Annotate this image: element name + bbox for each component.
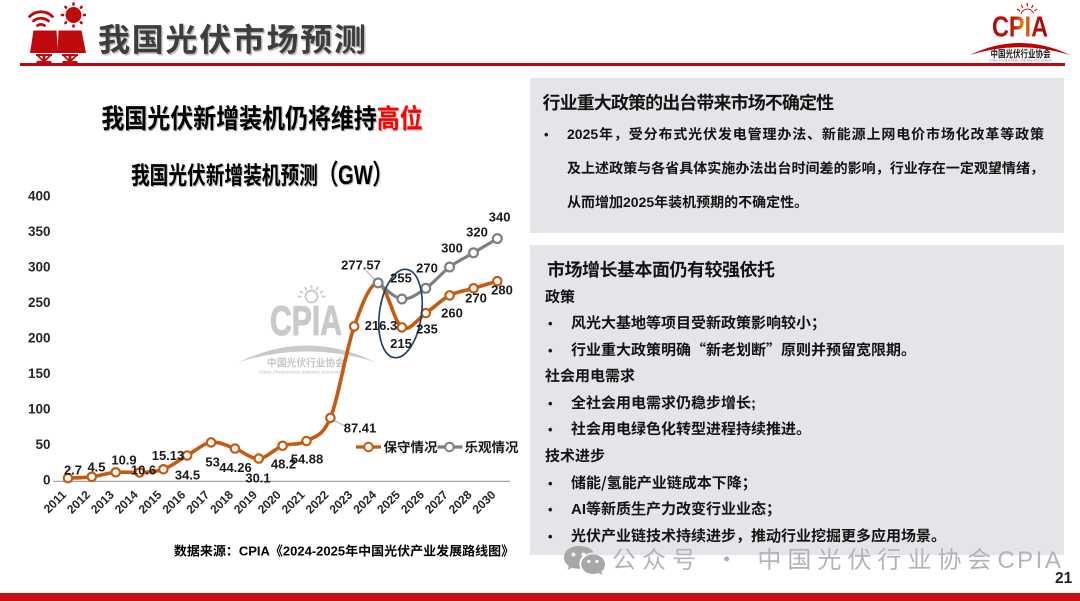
svg-text:300: 300 [28, 260, 51, 275]
svg-text:350: 350 [28, 224, 51, 239]
svg-text:150: 150 [28, 366, 51, 381]
svg-text:255: 255 [390, 271, 412, 286]
svg-text:2027: 2027 [422, 487, 451, 516]
svg-text:54.88: 54.88 [291, 452, 324, 467]
svg-text:保守情况: 保守情况 [384, 436, 438, 456]
svg-text:2024: 2024 [350, 487, 379, 516]
svg-text:215: 215 [390, 336, 412, 351]
svg-text:中国光伏行业协会: 中国光伏行业协会 [267, 355, 345, 371]
svg-text:400: 400 [28, 189, 51, 204]
svg-text:2030: 2030 [470, 487, 499, 516]
svg-text:2011: 2011 [41, 488, 70, 517]
svg-text:280: 280 [491, 283, 513, 298]
svg-text:2.7: 2.7 [64, 463, 82, 478]
svg-text:China Photovoltaic Industry As: China Photovoltaic Industry Association [989, 59, 1052, 63]
svg-text:250: 250 [28, 295, 51, 310]
svg-text:2014: 2014 [112, 487, 141, 516]
svg-text:260: 260 [441, 306, 463, 321]
svg-text:300: 300 [441, 241, 463, 256]
svg-text:270: 270 [416, 261, 438, 276]
svg-text:50: 50 [35, 437, 50, 452]
svg-text:2021: 2021 [279, 487, 308, 516]
svg-text:2026: 2026 [398, 487, 427, 516]
svg-text:44.26: 44.26 [219, 460, 252, 475]
svg-text:2017: 2017 [183, 487, 212, 516]
svg-text:我国光伏新增装机预测（GW）: 我国光伏新增装机预测（GW） [131, 157, 393, 192]
svg-text:2015: 2015 [136, 487, 165, 516]
svg-text:2018: 2018 [207, 487, 236, 516]
svg-text:270: 270 [465, 291, 487, 306]
svg-text:277.57: 277.57 [341, 258, 381, 273]
svg-text:2013: 2013 [88, 487, 117, 516]
svg-text:10.6: 10.6 [131, 463, 156, 478]
svg-text:2028: 2028 [446, 487, 475, 516]
svg-text:10.9: 10.9 [111, 453, 136, 468]
svg-text:100: 100 [28, 402, 51, 417]
svg-text:235: 235 [416, 322, 438, 337]
svg-text:乐观情况: 乐观情况 [465, 436, 519, 456]
svg-text:中国光伏行业协会: 中国光伏行业协会 [991, 46, 1052, 61]
svg-text:53: 53 [205, 455, 219, 470]
svg-text:340: 340 [489, 210, 511, 225]
svg-text:30.1: 30.1 [245, 471, 270, 486]
svg-text:CPIA: CPIA [992, 12, 1048, 44]
svg-text:15.13: 15.13 [152, 448, 185, 463]
svg-text:CPIA: CPIA [270, 297, 342, 344]
svg-text:China Photovoltaic Industry As: China Photovoltaic Industry Association [259, 370, 347, 375]
svg-text:34.5: 34.5 [175, 468, 200, 483]
svg-text:2025: 2025 [374, 487, 403, 516]
svg-text:87.41: 87.41 [344, 421, 377, 436]
svg-text:48.2: 48.2 [271, 457, 296, 472]
svg-text:数据来源：CPIA《2024-2025年中国光伏产业发展路线: 数据来源：CPIA《2024-2025年中国光伏产业发展路线图》 [174, 541, 514, 560]
svg-text:2012: 2012 [64, 487, 93, 516]
svg-text:4.5: 4.5 [87, 460, 105, 475]
svg-text:2020: 2020 [255, 487, 284, 516]
svg-text:0: 0 [43, 473, 51, 488]
svg-text:320: 320 [466, 225, 488, 240]
svg-text:2016: 2016 [160, 487, 189, 516]
svg-text:200: 200 [28, 331, 51, 346]
svg-text:2023: 2023 [327, 487, 356, 516]
svg-text:2022: 2022 [303, 487, 332, 516]
svg-text:216.3: 216.3 [365, 318, 398, 333]
svg-text:2019: 2019 [231, 487, 260, 516]
